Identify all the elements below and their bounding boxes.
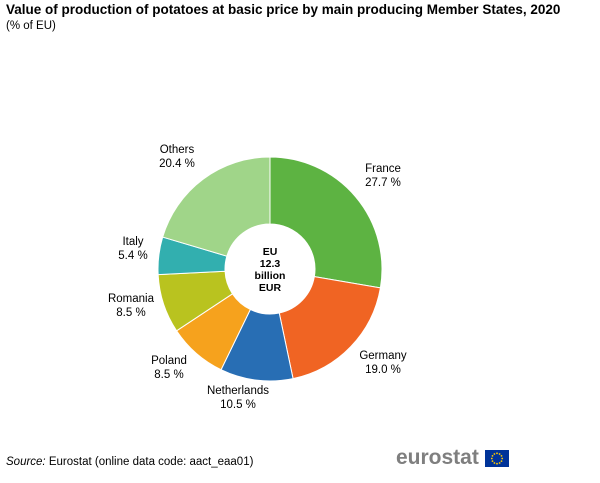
source-text: Eurostat (online data code: aact_eaa01) <box>48 456 254 468</box>
slice-germany <box>278 276 381 380</box>
slice-label-romania: Romania <box>108 293 155 305</box>
logo-text: eurostat <box>396 446 479 469</box>
slice-label-poland: Poland <box>151 355 187 367</box>
flag-star <box>493 461 496 464</box>
slice-value-netherlands: 10.5 % <box>220 399 256 411</box>
eu-flag-icon <box>484 449 509 467</box>
eurostat-logo: eurostat <box>396 444 509 472</box>
flag-star <box>495 451 498 454</box>
flag-star <box>501 457 503 459</box>
source-prefix: Source: <box>6 456 46 468</box>
center-label-line: EUR <box>259 282 282 294</box>
slice-value-germany: 19.0 % <box>365 364 401 376</box>
flag-star <box>491 459 494 462</box>
flag-star <box>495 462 498 465</box>
slice-value-romania: 8.5 % <box>116 307 145 319</box>
flag-star <box>498 461 501 464</box>
flag-star <box>500 454 503 457</box>
flag-star <box>491 454 494 457</box>
flag-star <box>500 459 503 462</box>
slice-label-netherlands: Netherlands <box>207 385 269 397</box>
slice-value-poland: 8.5 % <box>154 369 183 381</box>
slice-label-france: France <box>365 163 401 175</box>
donut-chart: France 27.7 % Germany 19.0 % Netherlands 10.5… <box>108 144 407 411</box>
center-label-line: 12.3 <box>260 258 281 270</box>
center-label-line: EU <box>263 246 278 258</box>
slice-france <box>269 156 383 289</box>
chart-subtitle: (% of EU) <box>6 20 56 32</box>
flag-star <box>498 452 501 455</box>
slice-value-others: 20.4 % <box>159 158 195 170</box>
slice-value-italy: 5.4 % <box>118 250 147 262</box>
slice-label-italy: Italy <box>122 236 143 248</box>
slice-value-france: 27.7 % <box>365 177 401 189</box>
flag-star <box>490 457 493 459</box>
chart-title: Value of production of potatoes at basic… <box>6 2 561 17</box>
slice-label-germany: Germany <box>359 350 407 362</box>
slice-label-others: Others <box>160 144 195 156</box>
center-label-line: billion <box>255 270 286 282</box>
source-note: Source: Eurostat (online data code: aact… <box>6 456 253 468</box>
flag-star <box>493 452 496 455</box>
slice-others <box>162 156 271 257</box>
